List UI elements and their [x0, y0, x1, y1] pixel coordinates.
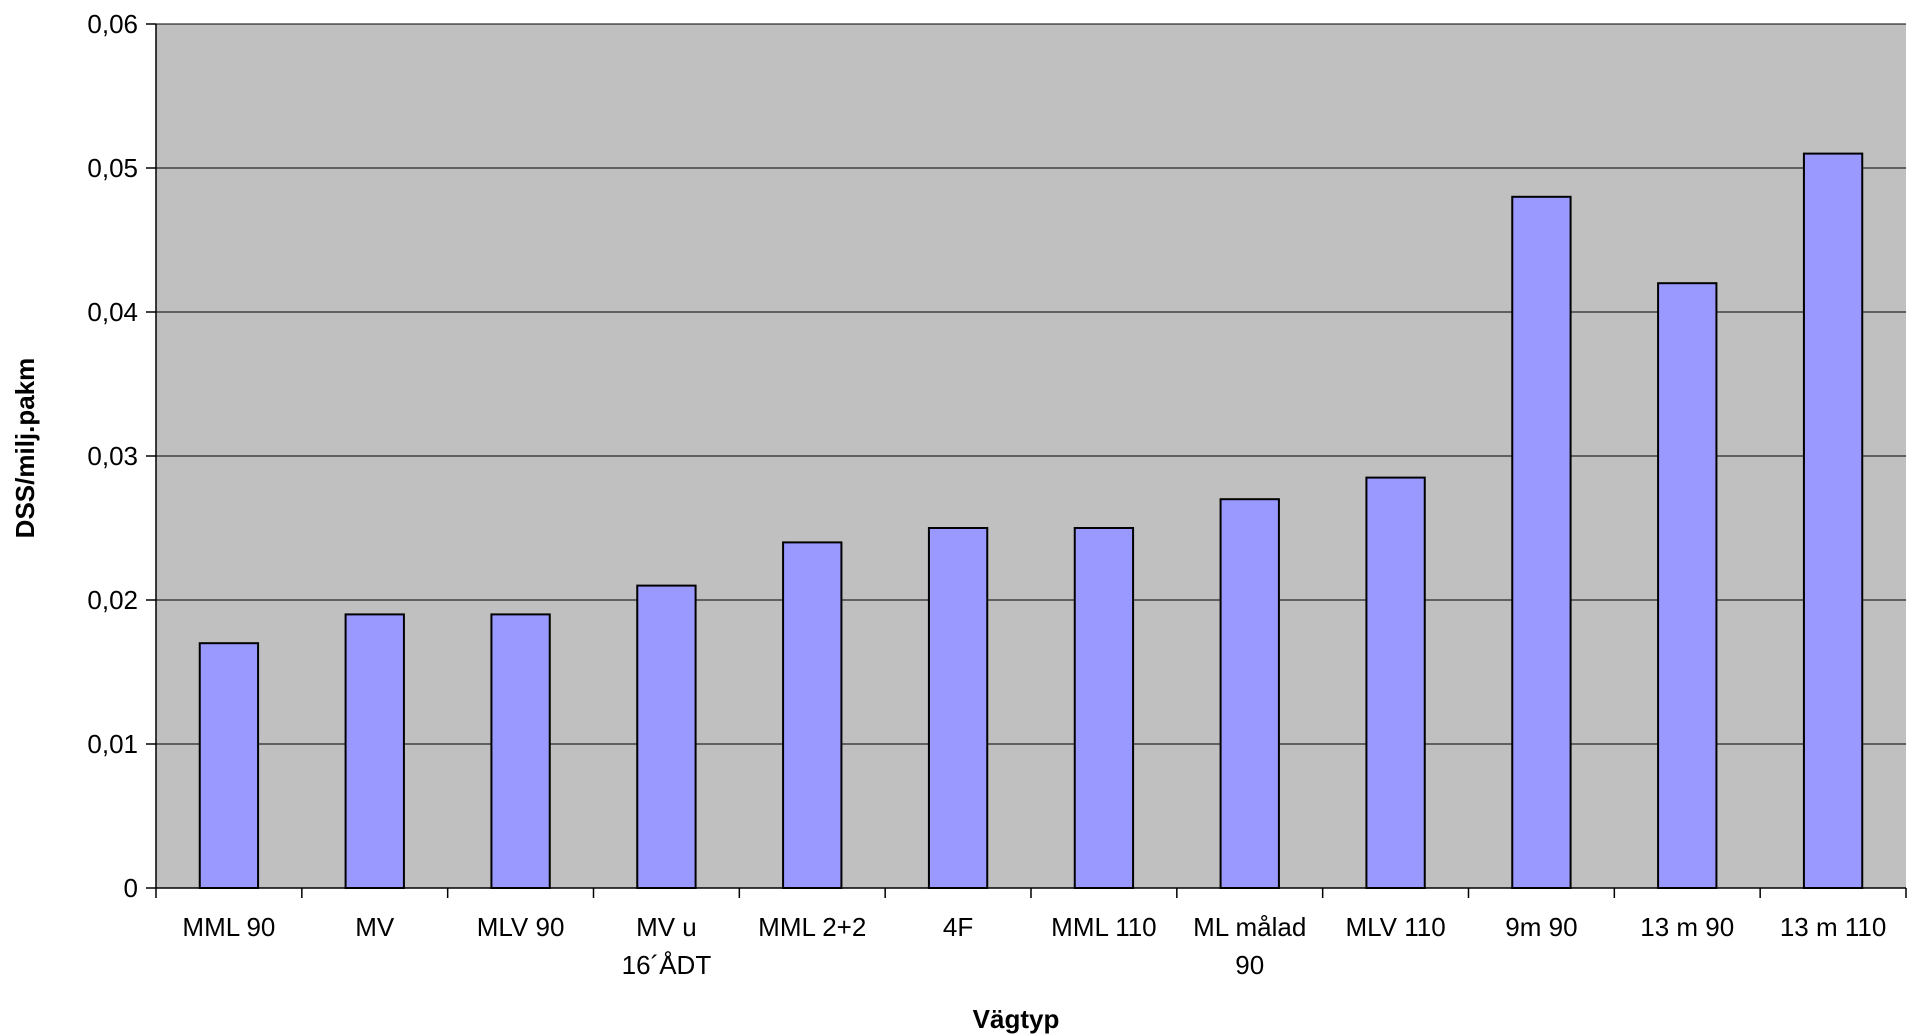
x-tick-label-line: MLV 110: [1345, 912, 1445, 942]
gridlines: [156, 23, 1906, 745]
bar: [1511, 195, 1572, 890]
x-axis-title: Vägtyp: [973, 1004, 1060, 1034]
bar: [1657, 282, 1718, 889]
x-tick-label-line: 9m 90: [1505, 912, 1577, 942]
x-tick-label: MV: [355, 912, 395, 942]
x-tick-label: MML 2+2: [758, 912, 866, 942]
x-tick-label: MV u 16´ÅDT: [622, 912, 712, 980]
x-tick-label-line: MV: [355, 912, 395, 942]
bar: [782, 541, 843, 890]
bar: [1365, 476, 1426, 889]
x-tick-label-line: MLV 90: [477, 912, 565, 942]
x-tick-label: ML målad 90: [1193, 912, 1306, 980]
bar: [636, 584, 697, 889]
x-tick-label-line: MML 2+2: [758, 912, 866, 942]
bars: [198, 152, 1864, 890]
x-tick-label-line: 90: [1235, 950, 1264, 980]
bar: [1073, 527, 1135, 889]
x-tick-label-line: 13 m 90: [1640, 912, 1734, 942]
x-tick-label: 13 m 90: [1640, 912, 1734, 942]
x-tick-label-line: 13 m 110: [1780, 912, 1886, 942]
x-tick-label: MML 110: [1051, 912, 1157, 942]
y-tick-label: 0,02: [87, 585, 138, 615]
x-tick-label-line: MV u: [636, 912, 697, 942]
y-tick-label: 0,03: [87, 441, 138, 471]
bar: [1219, 498, 1280, 889]
y-tick-label: 0: [124, 873, 138, 903]
bar: [344, 613, 405, 890]
x-tick-label: 9m 90: [1505, 912, 1577, 942]
y-tick-label: 0,01: [87, 729, 138, 759]
x-tick-label: MML 90: [182, 912, 275, 942]
bar: [1802, 152, 1864, 890]
y-tick-label: 0,04: [87, 297, 138, 327]
x-tick-label-line: ML målad: [1193, 912, 1306, 942]
x-tick-label-line: MML 90: [182, 912, 275, 942]
bar: [198, 642, 260, 890]
y-tick-label: 0,05: [87, 153, 138, 183]
x-tick-label-line: 16´ÅDT: [622, 950, 712, 980]
x-tick-label-line: 4F: [943, 912, 973, 942]
y-tick-labels: 0 0,01 0,02 0,03 0,04 0,05 0,06: [87, 9, 138, 903]
bar: [490, 613, 551, 890]
x-tick-label: MLV 110: [1345, 912, 1445, 942]
x-tick-labels: MML 90 MV MLV 90 MV u 16´ÅDT MML 2+2 4F MML 110…: [182, 912, 1886, 980]
y-tick-label: 0,06: [87, 9, 138, 39]
bar: [927, 527, 989, 889]
axes: [146, 23, 1907, 898]
x-tick-label: MLV 90: [477, 912, 565, 942]
x-tick-label: 4F: [943, 912, 973, 942]
x-tick-label-line: MML 110: [1051, 912, 1157, 942]
y-axis-title: DSS/milj.pakm: [10, 358, 40, 539]
x-tick-label: 13 m 110: [1780, 912, 1886, 942]
